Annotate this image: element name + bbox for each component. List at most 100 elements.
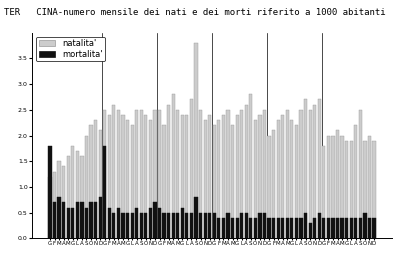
Bar (172, 213, 175, 238)
Bar (190, 99, 193, 238)
Bar (226, 213, 230, 238)
Bar (249, 218, 252, 238)
Bar (208, 115, 211, 238)
Bar (217, 120, 220, 238)
Bar (76, 151, 79, 238)
Bar (204, 120, 207, 238)
Bar (149, 120, 152, 238)
Bar (318, 99, 321, 238)
Bar (308, 110, 312, 238)
Bar (336, 218, 339, 238)
Bar (48, 146, 52, 238)
Bar (103, 146, 106, 238)
Bar (67, 208, 70, 238)
Bar (300, 110, 303, 238)
Bar (276, 218, 280, 238)
Bar (254, 218, 257, 238)
Legend: natalita', mortalita': natalita', mortalita' (36, 37, 105, 61)
Bar (162, 125, 166, 238)
Bar (258, 115, 262, 238)
Bar (304, 99, 307, 238)
Bar (363, 213, 366, 238)
Bar (158, 208, 161, 238)
Bar (108, 208, 111, 238)
Bar (290, 120, 294, 238)
Bar (236, 218, 239, 238)
Bar (372, 141, 376, 238)
Bar (67, 156, 70, 238)
Bar (126, 213, 129, 238)
Bar (322, 218, 326, 238)
Bar (313, 218, 316, 238)
Bar (53, 202, 56, 238)
Bar (313, 105, 316, 238)
Bar (245, 213, 248, 238)
Bar (130, 213, 134, 238)
Bar (213, 125, 216, 238)
Bar (181, 208, 184, 238)
Bar (158, 110, 161, 238)
Bar (258, 213, 262, 238)
Bar (98, 130, 102, 238)
Bar (176, 213, 179, 238)
Bar (354, 125, 357, 238)
Bar (199, 110, 202, 238)
Bar (144, 115, 148, 238)
Bar (331, 136, 334, 238)
Bar (350, 141, 353, 238)
Bar (121, 213, 124, 238)
Bar (368, 136, 371, 238)
Bar (336, 130, 339, 238)
Bar (117, 110, 120, 238)
Bar (286, 218, 289, 238)
Bar (121, 115, 124, 238)
Bar (240, 213, 243, 238)
Bar (126, 120, 129, 238)
Bar (58, 161, 61, 238)
Bar (322, 146, 326, 238)
Bar (153, 110, 156, 238)
Bar (103, 110, 106, 238)
Bar (276, 120, 280, 238)
Bar (80, 156, 84, 238)
Bar (94, 120, 97, 238)
Bar (190, 213, 193, 238)
Bar (245, 105, 248, 238)
Bar (53, 172, 56, 238)
Bar (167, 213, 170, 238)
Bar (272, 130, 275, 238)
Bar (254, 120, 257, 238)
Bar (222, 218, 225, 238)
Bar (140, 110, 143, 238)
Bar (308, 223, 312, 238)
Bar (345, 141, 348, 238)
Bar (304, 213, 307, 238)
Bar (90, 125, 93, 238)
Bar (149, 208, 152, 238)
Bar (372, 218, 376, 238)
Bar (359, 110, 362, 238)
Bar (236, 115, 239, 238)
Bar (62, 166, 65, 238)
Bar (194, 43, 198, 238)
Bar (167, 105, 170, 238)
Bar (90, 202, 93, 238)
Bar (144, 213, 148, 238)
Bar (130, 125, 134, 238)
Bar (117, 208, 120, 238)
Bar (204, 213, 207, 238)
Bar (249, 94, 252, 238)
Bar (98, 197, 102, 238)
Bar (295, 125, 298, 238)
Bar (76, 202, 79, 238)
Bar (363, 141, 366, 238)
Bar (281, 218, 284, 238)
Bar (85, 208, 88, 238)
Bar (231, 218, 234, 238)
Bar (71, 208, 74, 238)
Bar (290, 218, 294, 238)
Bar (48, 177, 52, 238)
Bar (318, 213, 321, 238)
Bar (222, 115, 225, 238)
Bar (345, 218, 348, 238)
